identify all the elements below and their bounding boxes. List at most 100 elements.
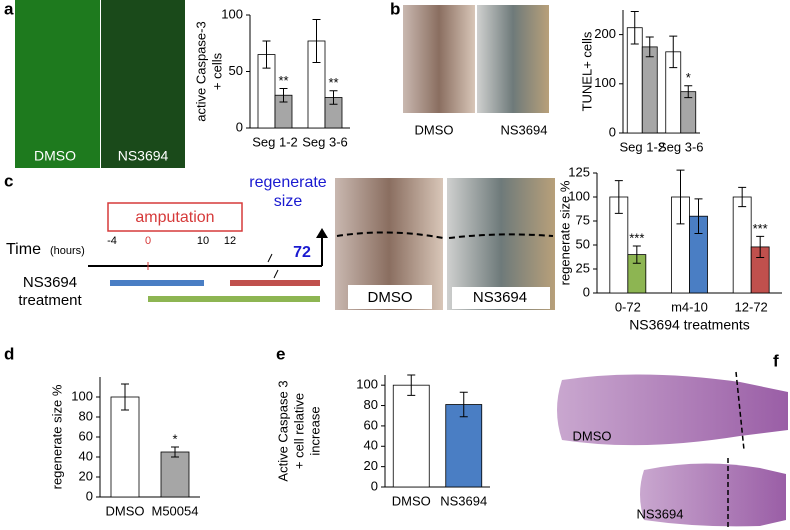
- image-label: NS3694: [118, 148, 169, 164]
- significance: **: [328, 75, 338, 90]
- micrograph: [15, 0, 100, 168]
- y-tick-label: 75: [576, 212, 590, 227]
- significance: *: [172, 431, 177, 446]
- y-tick-label: 40: [364, 438, 378, 453]
- amputation-line: [735, 371, 745, 451]
- regenerate-label: size: [274, 193, 303, 210]
- x-tick-label: DMSO: [106, 503, 145, 518]
- error-bar: [645, 36, 654, 58]
- y-tick-label: 0: [86, 488, 93, 503]
- y-tick-label: 80: [364, 397, 378, 412]
- y-tick-label: 0: [583, 284, 590, 299]
- panel-letter: e: [276, 344, 285, 363]
- y-axis-label: regenerate size %: [49, 384, 64, 489]
- x-tick-label: Seg 1-2: [619, 139, 665, 154]
- error-bar: [121, 383, 129, 411]
- y-axis-label: + cells: [209, 52, 224, 90]
- significance: ***: [629, 230, 644, 245]
- bar: [732, 196, 752, 294]
- amputation-box: [107, 202, 243, 232]
- arrow-head: [316, 228, 328, 238]
- y-tick-label: 0: [236, 119, 243, 134]
- x-tick-label: 0-72: [615, 299, 641, 314]
- bar: [160, 451, 190, 498]
- treatment-label: NS3694: [23, 274, 77, 291]
- y-tick-label: 80: [79, 408, 93, 423]
- y-tick-label: 60: [364, 417, 378, 432]
- bar: [445, 404, 483, 488]
- significance: ***: [753, 221, 768, 236]
- error-bar: [756, 235, 765, 258]
- micrograph: [477, 5, 549, 113]
- y-tick-label: 100: [356, 377, 378, 392]
- y-tick-label: 50: [229, 63, 243, 78]
- x-tick-label: Seg 3-6: [658, 139, 704, 154]
- bar: [641, 46, 658, 134]
- error-bar: [669, 35, 678, 69]
- hour-label: 12: [224, 235, 236, 247]
- x-tick-label: DMSO: [392, 493, 431, 508]
- error-bar: [694, 198, 703, 234]
- amputation-label: amputation: [135, 209, 214, 226]
- image-label: DMSO: [415, 122, 454, 137]
- axis-break: [267, 253, 279, 279]
- bar: [110, 396, 140, 498]
- error-bar: [312, 19, 321, 63]
- panel-letter: f: [773, 351, 779, 370]
- x-tick-label: Seg 3-6: [302, 134, 348, 149]
- y-tick-label: 0: [371, 478, 378, 493]
- y-tick-label: 20: [364, 458, 378, 473]
- treatment-bar: [230, 280, 320, 286]
- hour-label: 10: [197, 235, 209, 247]
- hour-label: -4: [107, 235, 117, 247]
- y-tick-label: 100: [221, 6, 243, 21]
- image-label: DMSO: [573, 428, 612, 443]
- error-bar: [459, 391, 468, 418]
- hour-label: 72: [293, 244, 311, 261]
- regenerate-label: regenerate: [249, 174, 326, 191]
- x-tick-label: m4-10: [671, 299, 708, 314]
- error-bar: [614, 180, 623, 214]
- treatment-label: treatment: [18, 292, 82, 309]
- y-tick-label: 50: [576, 236, 590, 251]
- amputation-line: [336, 231, 554, 239]
- y-tick-label: 200: [594, 26, 616, 41]
- y-tick-label: 25: [576, 260, 590, 275]
- hours-label: (hours): [50, 245, 85, 257]
- error-bar: [676, 169, 685, 225]
- panel-letter: a: [4, 0, 14, 18]
- image-label: DMSO: [34, 148, 76, 164]
- image-label: DMSO: [368, 289, 413, 306]
- x-axis-label: NS3694 treatments: [629, 317, 750, 333]
- image-label: NS3694: [473, 289, 527, 306]
- y-tick-label: 100: [71, 388, 93, 403]
- bar: [392, 384, 430, 488]
- hour-label: 0: [145, 235, 151, 247]
- x-tick-label: M50054: [152, 503, 199, 518]
- error-bar: [632, 245, 641, 264]
- y-axis-label: active Caspase-3: [193, 21, 208, 121]
- y-tick-label: 40: [79, 448, 93, 463]
- panel-letter: c: [4, 171, 13, 190]
- image-label: NS3694: [501, 122, 548, 137]
- error-bar: [171, 446, 179, 458]
- error-bar: [738, 186, 747, 208]
- y-axis-label: TUNEL+ cells: [579, 31, 594, 111]
- image-label: NS3694: [637, 506, 684, 521]
- y-axis-label: + cell relative: [291, 393, 306, 469]
- panel-letter: d: [4, 344, 14, 363]
- error-bar: [329, 90, 338, 105]
- error-bar: [684, 85, 693, 99]
- y-axis-label: increase: [307, 406, 322, 455]
- error-bar: [279, 87, 288, 103]
- label-box: [452, 287, 550, 309]
- histology: [557, 374, 788, 446]
- y-tick-label: 20: [79, 468, 93, 483]
- micrograph: [403, 5, 475, 113]
- x-tick-label: NS3694: [440, 493, 487, 508]
- treatment-bar: [110, 280, 204, 286]
- label-box: [348, 285, 432, 309]
- y-tick-label: 125: [568, 164, 590, 179]
- significance: *: [686, 70, 691, 85]
